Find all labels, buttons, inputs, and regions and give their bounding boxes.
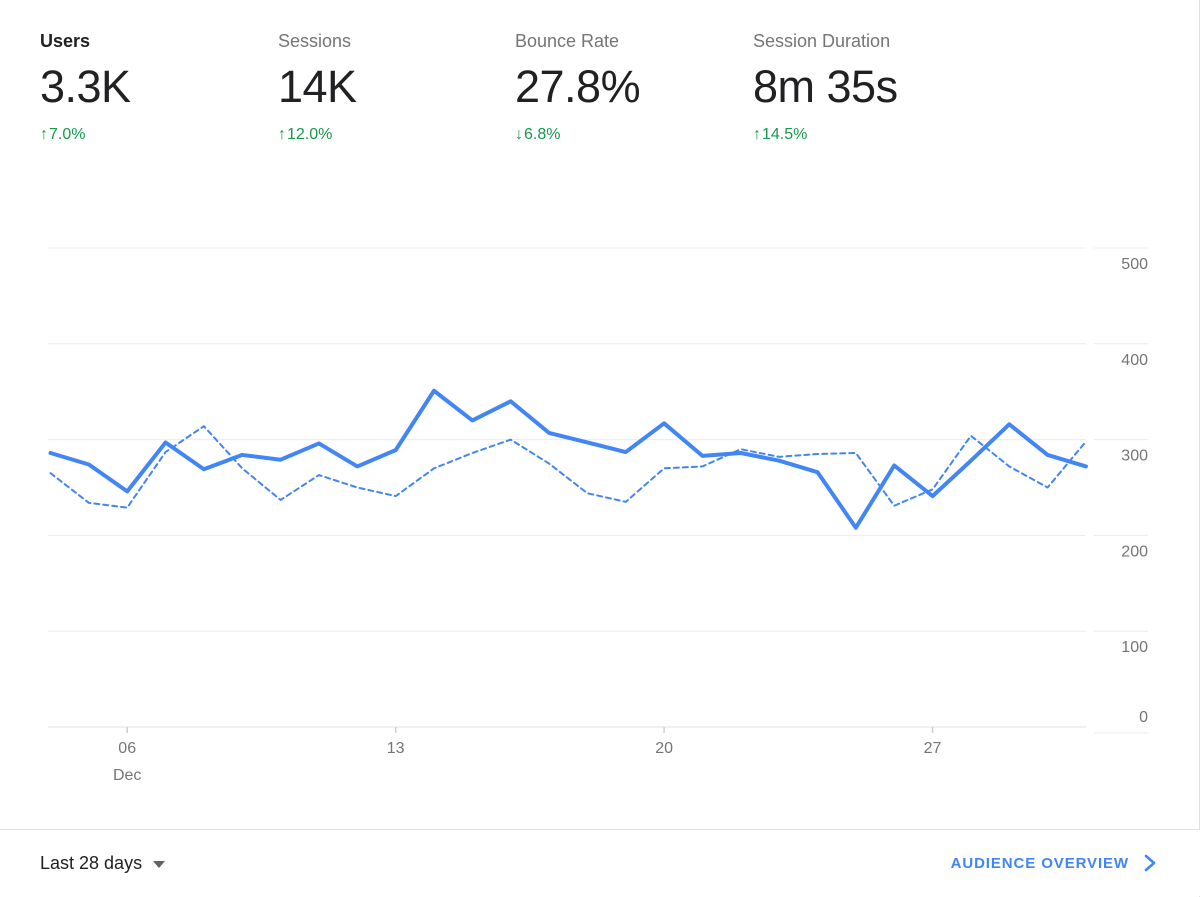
date-range-label: Last 28 days — [40, 852, 143, 873]
y-axis-label: 300 — [1121, 448, 1148, 465]
current-period-line — [48, 388, 1088, 530]
metric-delta: ↑ 14.5% — [753, 126, 898, 144]
y-axis-label: 0 — [1139, 709, 1148, 726]
previous-period-line — [49, 425, 1087, 509]
metric-value: 8m 35s — [753, 61, 898, 112]
metric-delta: ↑ 12.0% — [278, 126, 357, 144]
metric-users[interactable]: Users 3.3K ↑ 7.0% — [40, 30, 131, 144]
delta-value: 6.8% — [524, 126, 561, 143]
x-axis-sublabel: Dec — [113, 767, 141, 784]
y-axis-label: 200 — [1121, 543, 1148, 560]
x-axis-label: 27 — [924, 740, 942, 757]
delta-value: 12.0% — [287, 126, 333, 143]
dropdown-caret-icon — [153, 860, 166, 868]
y-axis-label: 500 — [1121, 256, 1148, 273]
x-axis-label: 13 — [387, 740, 405, 757]
down-arrow-icon: ↓ — [515, 126, 523, 143]
audience-overview-link[interactable]: AUDIENCE OVERVIEW — [951, 854, 1156, 872]
delta-value: 14.5% — [762, 126, 808, 143]
delta-value: 7.0% — [49, 126, 86, 143]
metric-label: Users — [40, 31, 91, 51]
metric-label: Sessions — [278, 31, 352, 51]
date-range-selector[interactable]: Last 28 days — [40, 852, 166, 874]
card-footer: Last 28 days AUDIENCE OVERVIEW — [0, 829, 1200, 896]
audience-overview-label: AUDIENCE OVERVIEW — [950, 854, 1129, 872]
metric-label: Session Duration — [753, 31, 891, 51]
y-axis-label: 100 — [1121, 639, 1148, 656]
up-arrow-icon: ↑ — [753, 126, 761, 143]
y-axis-label: 400 — [1121, 352, 1148, 369]
metric-value: 14K — [278, 61, 357, 112]
x-axis-label: 06 — [118, 740, 136, 757]
metric-session-duration[interactable]: Session Duration 8m 35s ↑ 14.5% — [753, 30, 898, 144]
users-line-chart[interactable]: 0 100 200 300 400 500 06 Dec 13 20 27 — [0, 0, 1200, 800]
metric-sessions[interactable]: Sessions 14K ↑ 12.0% — [278, 30, 357, 144]
chevron-right-icon — [1144, 854, 1156, 872]
metric-delta: ↓ 6.8% — [515, 126, 640, 144]
up-arrow-icon: ↑ — [40, 126, 48, 143]
metric-bounce-rate[interactable]: Bounce Rate 27.8% ↓ 6.8% — [515, 30, 641, 144]
up-arrow-icon: ↑ — [278, 126, 286, 143]
metric-label: Bounce Rate — [515, 31, 620, 51]
metrics-row: Users 3.3K ↑ 7.0% Sessions 14K ↑ 12.0% Bou… — [0, 30, 1199, 180]
x-axis-label: 20 — [655, 740, 673, 757]
metric-delta: ↑ 7.0% — [40, 126, 131, 144]
metric-value: 27.8% — [515, 61, 641, 112]
metric-value: 3.3K — [40, 61, 131, 112]
